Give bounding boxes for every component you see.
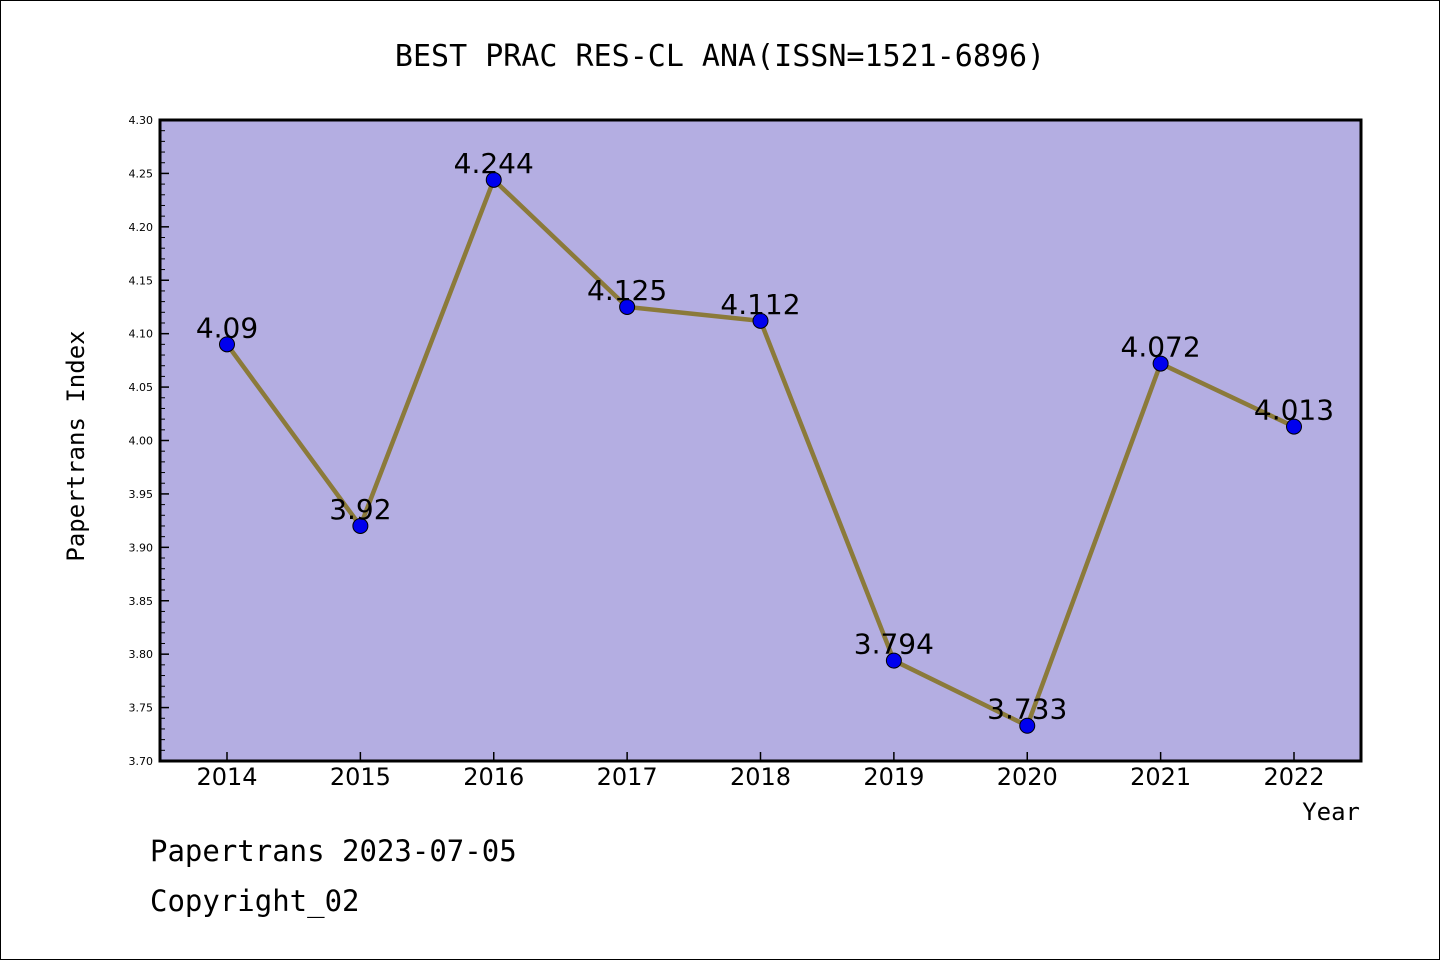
y-tick-label: 3.90 — [129, 541, 154, 554]
data-label: 4.072 — [1121, 331, 1201, 364]
data-label: 4.09 — [196, 311, 258, 344]
data-point — [619, 298, 636, 315]
y-axis-label: Papertrans Index — [62, 330, 90, 561]
y-tick-label: 4.10 — [129, 328, 154, 341]
series-line-group: 4.09 3.92 4.244 4.125 4.112 3.794 3.733 4.072 4.… — [196, 147, 1334, 734]
data-point — [1019, 717, 1036, 734]
data-point — [219, 336, 235, 353]
data-point — [1286, 418, 1302, 435]
data-point — [485, 171, 502, 188]
data-point — [1152, 355, 1169, 372]
footer-copyright: Copyright_02 — [150, 884, 360, 918]
x-tick-label: 2020 — [997, 763, 1058, 791]
y-tick-label: 3.80 — [129, 648, 154, 661]
data-label: 3.733 — [987, 693, 1067, 726]
data-point — [752, 312, 769, 329]
x-tick-label: 2017 — [597, 763, 658, 791]
x-axis: 2014 2015 2016 2017 2018 2019 2020 2021 2022 — [196, 752, 1325, 791]
y-tick-label: 3.95 — [129, 488, 154, 501]
x-tick-label: 2021 — [1130, 763, 1191, 791]
y-tick-label: 4.25 — [129, 167, 154, 180]
data-label: 4.244 — [454, 147, 534, 180]
y-tick-label: 4.00 — [129, 435, 154, 448]
x-tick-label: 2018 — [730, 763, 791, 791]
footer-date: Papertrans 2023-07-05 — [150, 834, 517, 868]
y-tick-label: 4.05 — [129, 381, 154, 394]
data-label: 4.112 — [720, 288, 800, 321]
data-label: 4.013 — [1254, 394, 1334, 427]
y-tick-label: 4.20 — [129, 221, 154, 234]
data-label: 3.92 — [329, 493, 391, 526]
y-tick-label: 3.85 — [129, 595, 154, 608]
data-point — [352, 517, 369, 534]
y-tick-label: 3.75 — [129, 702, 154, 715]
data-point — [885, 652, 902, 669]
x-tick-label: 2022 — [1263, 763, 1324, 791]
chart-title: BEST PRAC RES-CL ANA(ISSN=1521-6896) — [395, 39, 1045, 74]
x-tick-label: 2014 — [196, 763, 257, 791]
data-label: 3.794 — [854, 628, 934, 661]
plot-area — [158, 118, 1363, 763]
x-tick-label: 2016 — [463, 763, 524, 791]
data-label: 4.125 — [587, 274, 667, 307]
x-tick-label: 2015 — [330, 763, 391, 791]
y-tick-label: 3.70 — [129, 755, 154, 768]
y-tick-label: 4.15 — [129, 274, 154, 287]
x-axis-label: Year — [1302, 798, 1360, 826]
y-axis: 3.70 3.75 3.80 3.85 3.90 3.95 4.00 4.05 4.10 4.15… — [129, 114, 169, 768]
x-tick-label: 2019 — [863, 763, 924, 791]
y-tick-label: 4.30 — [129, 114, 154, 127]
